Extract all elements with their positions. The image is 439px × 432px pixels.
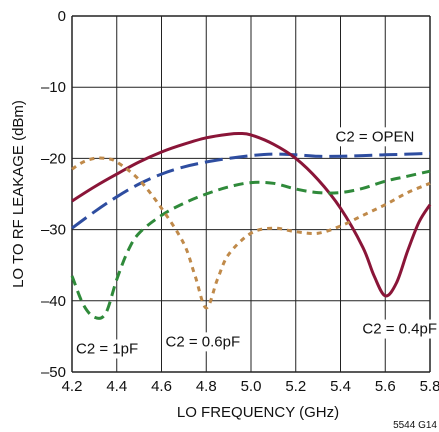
x-tick-label: 5.8 (420, 378, 439, 395)
series-line-c2-0-4pf (71, 131, 432, 298)
curve-label-bg (162, 332, 244, 352)
annotations: C2 = OPEN C2 = 0.4pF C2 = 1pF C2 = 0.6pF (73, 127, 439, 359)
x-tick-label: 4.6 (151, 378, 172, 395)
series-line-c2-0-6pf (71, 156, 431, 310)
x-tick-label: 5.4 (330, 378, 351, 395)
figure-code: 5544 G14 (393, 420, 437, 431)
series-line-c2-open (71, 151, 431, 230)
y-tick-label: –50 (41, 364, 66, 381)
x-tick-label: 4.4 (106, 378, 127, 395)
curve-label: C2 = 0.6pF (166, 333, 241, 350)
curve-label: C2 = 0.4pF (362, 321, 437, 338)
curve-label: C2 = OPEN (336, 128, 415, 145)
y-tick-label: –40 (41, 293, 66, 310)
curve-label-bg (332, 127, 418, 147)
y-axis-title: LO TO RF LEAKAGE (dBm) (10, 100, 27, 288)
x-tick-label: 4.8 (196, 378, 217, 395)
x-tick-label: 5.6 (375, 378, 396, 395)
x-tick-label: 4.2 (62, 378, 83, 395)
y-tick-label: –30 (41, 222, 66, 239)
grid (71, 15, 431, 373)
curve-label-bg (359, 319, 439, 339)
y-tick-label: –10 (41, 79, 66, 96)
curve-label-bg (73, 339, 142, 359)
y-tick-label: 0 (58, 8, 66, 25)
x-axis-title: LO FREQUENCY (GHz) (177, 404, 339, 421)
series-line-c2-1pf (70, 169, 431, 320)
y-tick-label: –20 (41, 150, 66, 167)
curve-label: C2 = 1pF (76, 340, 138, 357)
series-layer (70, 131, 432, 320)
tick-labels: 4.2 4.4 4.6 4.8 5.0 5.2 5.4 5.6 5.8 0 –10 –20 –30 –40… (41, 8, 439, 395)
x-tick-label: 5.0 (241, 378, 262, 395)
x-tick-label: 5.2 (285, 378, 306, 395)
